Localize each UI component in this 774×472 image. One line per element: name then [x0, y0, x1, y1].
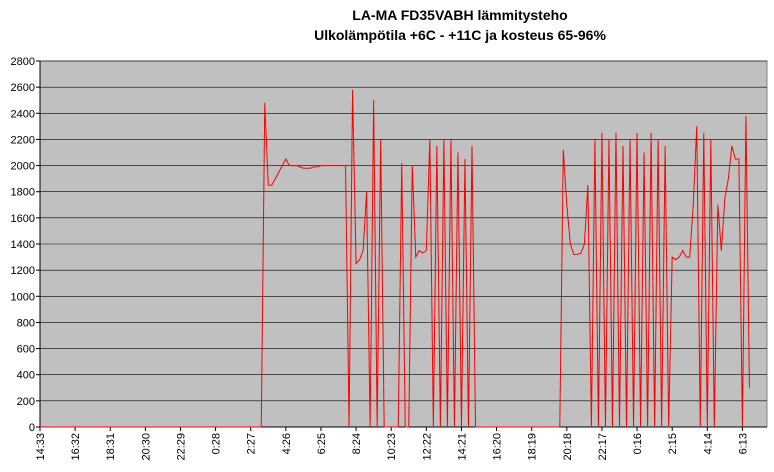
x-tick-label: 20:18: [562, 433, 574, 461]
x-tick-label: 2:15: [667, 433, 679, 454]
x-tick-label: 18:31: [105, 433, 117, 461]
chart-title: LA-MA FD35VABH lämmitysteho: [352, 7, 567, 23]
y-tick-label: 1200: [11, 265, 35, 277]
x-tick-label: 12:22: [421, 433, 433, 461]
x-tick-label: 4:26: [281, 433, 293, 454]
y-tick-label: 2000: [11, 161, 35, 173]
x-tick-label: 16:32: [70, 433, 82, 461]
x-tick-label: 0:16: [632, 433, 644, 454]
x-tick-label: 18:19: [527, 433, 539, 461]
y-tick-label: 1000: [11, 291, 35, 303]
x-tick-label: 6:13: [737, 433, 749, 454]
y-tick-label: 600: [17, 344, 35, 356]
x-tick-label: 0:28: [211, 433, 223, 454]
y-tick-label: 2200: [11, 134, 35, 146]
y-tick-label: 800: [17, 317, 35, 329]
x-tick-label: 10:23: [386, 433, 398, 461]
x-tick-label: 6:25: [316, 433, 328, 454]
y-tick-label: 2600: [11, 82, 35, 94]
y-tick-label: 1600: [11, 213, 35, 225]
y-tick-label: 400: [17, 370, 35, 382]
y-tick-label: 1800: [11, 187, 35, 199]
x-tick-label: 4:14: [702, 433, 714, 454]
x-tick-label: 22:17: [597, 433, 609, 461]
x-tick-label: 20:30: [140, 433, 152, 461]
y-tick-label: 1400: [11, 239, 35, 251]
x-tick-label: 22:29: [175, 433, 187, 461]
chart-subtitle: Ulkolämpötila +6C - +11C ja kosteus 65-9…: [314, 27, 606, 43]
y-tick-label: 2800: [11, 56, 35, 68]
y-tick-label: 0: [29, 422, 35, 434]
x-tick-label: 2:27: [246, 433, 258, 454]
x-tick-label: 16:20: [492, 433, 504, 461]
y-tick-label: 200: [17, 396, 35, 408]
x-tick-label: 8:24: [351, 433, 363, 454]
data-line: [40, 89, 750, 428]
y-tick-label: 2400: [11, 108, 35, 120]
x-tick-label: 14:21: [456, 433, 468, 461]
x-tick-label: 14:33: [35, 433, 47, 461]
